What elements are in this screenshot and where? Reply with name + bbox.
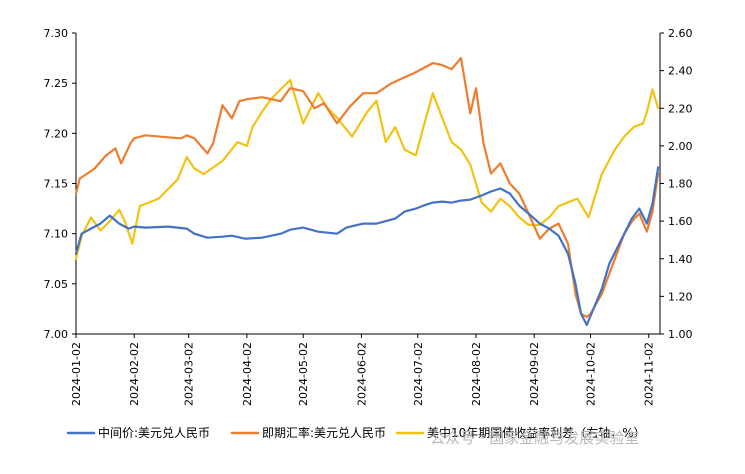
x-tick-label: 2024-02-02 [128, 342, 141, 406]
y-tick-label-left: 7.10 [44, 228, 69, 241]
x-tick-label: 2024-11-02 [643, 342, 656, 406]
y-tick-label-left: 7.00 [44, 328, 69, 341]
y-tick-label-left: 7.05 [44, 278, 69, 291]
watermark: 公众号 · 国家金融与发展实验室 [430, 429, 639, 447]
series-layer [74, 56, 660, 327]
watermark-text: 公众号 · 国家金融与发展实验室 [430, 429, 639, 447]
x-tick-label: 2024-07-02 [412, 342, 425, 406]
y-tick-label-left: 7.30 [44, 27, 69, 40]
y-tick-label-left: 7.15 [44, 178, 69, 191]
series-line-0 [74, 166, 660, 327]
x-tick-label: 2024-06-02 [355, 342, 368, 406]
y-tick-label-right: 1.80 [668, 178, 693, 191]
axes-layer: 7.30 7.25 7.20 7.15 7.10 7.05 7.00 2.60 2.40 2.20… [44, 27, 693, 406]
y-tick-label-right: 1.00 [668, 328, 693, 341]
x-tick-label: 2024-03-02 [183, 342, 196, 406]
legend-label-2: 美中10年期国债收益率利差（右轴，%） [427, 425, 646, 440]
y-tick-label-left: 7.25 [44, 77, 69, 90]
y-tick-label-right: 2.60 [668, 27, 693, 40]
x-tick-label: 2024-05-02 [297, 342, 310, 406]
legend: 中间价:美元兑人民币 即期汇率:美元兑人民币 美中10年期国债收益率利差（右轴，%） [66, 425, 646, 440]
legend-label-0: 中间价:美元兑人民币 [98, 425, 210, 440]
series-line-2 [74, 78, 660, 260]
series-line-1 [74, 56, 660, 318]
y-tick-label-right: 1.40 [668, 253, 693, 266]
y-tick-label-right: 2.00 [668, 140, 693, 153]
legend-label-1: 即期汇率:美元兑人民币 [262, 425, 386, 440]
y-tick-label-right: 1.60 [668, 215, 693, 228]
x-tick-label: 2024-08-02 [470, 342, 483, 406]
x-tick-label: 2024-09-02 [528, 342, 541, 406]
y-tick-label-right: 2.40 [668, 65, 693, 78]
y-tick-label-right: 1.20 [668, 290, 693, 303]
y-tick-label-left: 7.20 [44, 127, 69, 140]
x-tick-label: 2024-01-02 [70, 342, 83, 406]
y-tick-label-right: 2.20 [668, 102, 693, 115]
x-tick-label: 2024-04-02 [241, 342, 254, 406]
x-tick-label: 2024-10-02 [585, 342, 598, 406]
